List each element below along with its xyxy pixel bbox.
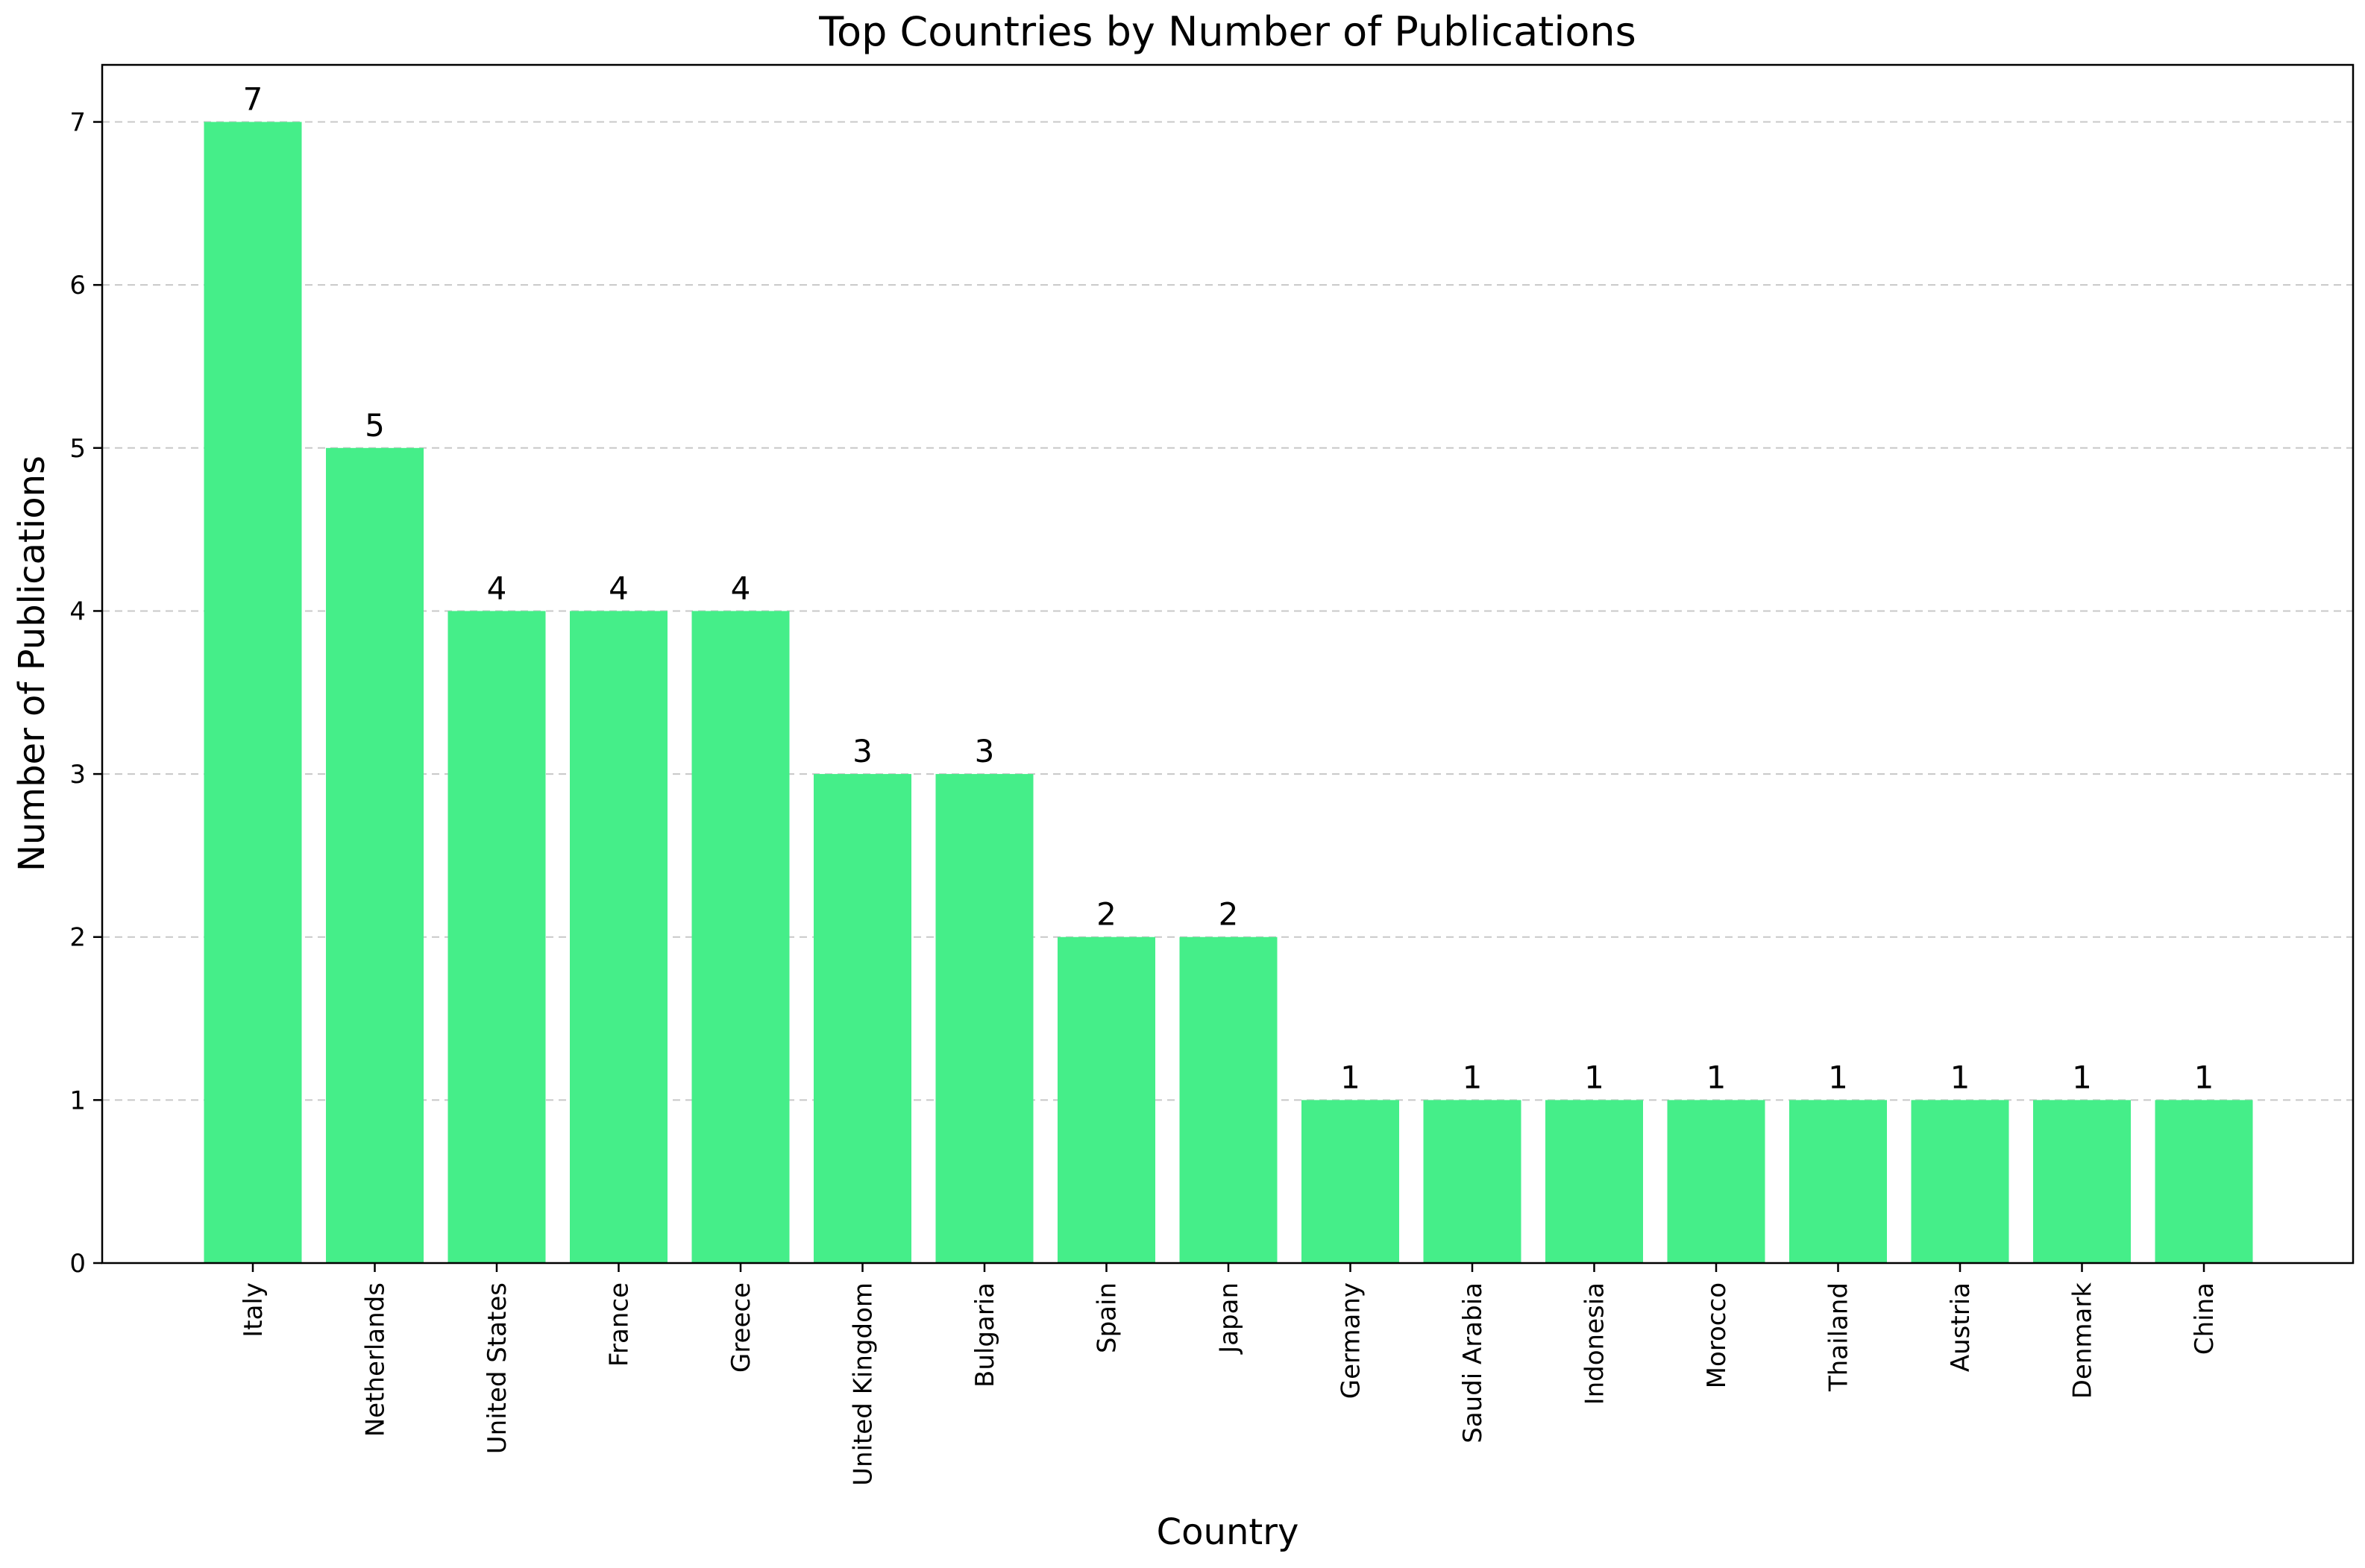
data-label: 3 bbox=[975, 733, 995, 769]
x-tick-label: Italy bbox=[239, 1282, 268, 1338]
data-label: 7 bbox=[243, 81, 263, 118]
x-tick-label: Japan bbox=[1214, 1282, 1244, 1355]
bars bbox=[204, 122, 2253, 1263]
bar-saudi-arabia bbox=[1423, 1100, 1521, 1263]
bar-netherlands bbox=[326, 447, 424, 1263]
x-tick-label: Greece bbox=[726, 1282, 756, 1373]
data-label: 4 bbox=[731, 570, 751, 606]
bar-denmark bbox=[2033, 1100, 2131, 1263]
x-tick-label: Morocco bbox=[1702, 1282, 1732, 1388]
bar-morocco bbox=[1667, 1100, 1765, 1263]
bar-japan bbox=[1179, 936, 1278, 1263]
data-label: 1 bbox=[1584, 1059, 1604, 1095]
y-axis-ticks: 0 1 2 3 4 5 6 7 bbox=[69, 108, 102, 1279]
y-tick-label: 2 bbox=[69, 923, 86, 953]
bar-germany bbox=[1301, 1100, 1399, 1263]
y-tick-label: 0 bbox=[69, 1249, 86, 1279]
x-tick-label: Denmark bbox=[2068, 1282, 2098, 1399]
data-label: 1 bbox=[2194, 1059, 2214, 1095]
bar-spain bbox=[1058, 936, 1155, 1263]
data-label: 5 bbox=[365, 407, 385, 444]
x-tick-label: Netherlands bbox=[361, 1282, 391, 1437]
y-tick-label: 4 bbox=[69, 596, 86, 626]
x-tick-label: Saudi Arabia bbox=[1458, 1282, 1488, 1443]
x-tick-label: Germany bbox=[1337, 1282, 1366, 1399]
data-label: 1 bbox=[1463, 1059, 1483, 1095]
chart-title: Top Countries by Number of Publications bbox=[818, 8, 1636, 55]
y-tick-label: 6 bbox=[69, 271, 86, 300]
data-label: 3 bbox=[852, 733, 873, 769]
data-label: 4 bbox=[487, 570, 507, 606]
data-label: 1 bbox=[1340, 1059, 1360, 1095]
x-tick-label: Bulgaria bbox=[970, 1282, 1000, 1388]
x-tick-label: United States bbox=[483, 1282, 512, 1454]
data-label: 1 bbox=[2072, 1059, 2092, 1095]
bar-greece bbox=[691, 611, 790, 1263]
y-tick-label: 7 bbox=[69, 108, 86, 138]
bar-indonesia bbox=[1545, 1100, 1643, 1263]
x-tick-label: China bbox=[2190, 1282, 2220, 1355]
bar-france bbox=[570, 611, 668, 1263]
y-tick-label: 5 bbox=[69, 434, 86, 464]
x-tick-label: Thailand bbox=[1824, 1282, 1854, 1392]
bar-china bbox=[2155, 1100, 2253, 1263]
bar-thailand bbox=[1789, 1100, 1887, 1263]
x-tick-label: Spain bbox=[1093, 1282, 1122, 1353]
x-tick-label: Indonesia bbox=[1580, 1282, 1610, 1405]
x-tick-label: Austria bbox=[1946, 1282, 1976, 1372]
y-tick-label: 1 bbox=[69, 1086, 86, 1115]
bar-bulgaria bbox=[935, 774, 1034, 1263]
bar-italy bbox=[204, 122, 302, 1263]
x-tick-label: United Kingdom bbox=[849, 1282, 879, 1486]
x-tick-label: France bbox=[605, 1282, 635, 1367]
bar-united-kingdom bbox=[814, 774, 911, 1263]
bar-united-states bbox=[447, 611, 546, 1263]
data-label: 1 bbox=[1950, 1059, 1970, 1095]
data-label: 1 bbox=[1706, 1059, 1727, 1095]
y-axis-label: Number of Publications bbox=[11, 456, 53, 872]
data-label: 2 bbox=[1096, 896, 1116, 933]
bar-austria bbox=[1911, 1100, 2009, 1263]
data-labels: 7 5 4 4 4 3 3 2 2 1 1 1 1 1 1 1 1 bbox=[243, 81, 2214, 1096]
data-label: 4 bbox=[609, 570, 629, 606]
y-tick-label: 3 bbox=[69, 760, 86, 790]
data-label: 2 bbox=[1219, 896, 1239, 933]
x-axis-label: Country bbox=[1157, 1511, 1299, 1553]
data-label: 1 bbox=[1828, 1059, 1848, 1095]
x-axis-ticks: Italy Netherlands United States France Greec… bbox=[239, 1263, 2220, 1486]
